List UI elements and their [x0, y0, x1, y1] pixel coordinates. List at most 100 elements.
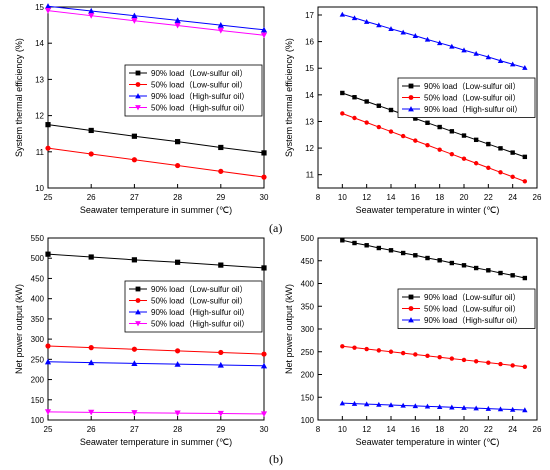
y-tick-label: 200	[31, 376, 45, 385]
data-point	[473, 359, 479, 364]
y-tick-label: 15	[305, 64, 314, 73]
data-point	[436, 40, 443, 46]
data-point	[218, 349, 224, 356]
data-point	[352, 240, 357, 246]
data-point	[498, 270, 503, 276]
legend-marker	[408, 106, 414, 112]
data-point	[376, 22, 382, 28]
legend-marker	[408, 317, 414, 323]
x-axis-label: Seawater temperature in winter (℃)	[356, 205, 500, 215]
plot-frame	[317, 6, 538, 189]
x-axis-label: Seawater temperature in winter (℃)	[356, 437, 500, 447]
y-tick-label: 14	[305, 91, 314, 100]
y-axis-label: System thermal efficiency (%)	[14, 38, 24, 157]
series-line	[342, 13, 525, 69]
legend-box	[397, 288, 536, 329]
data-point	[339, 11, 346, 17]
data-point	[44, 8, 52, 14]
data-point	[413, 253, 418, 258]
data-point	[486, 268, 491, 273]
y-tick-label: 150	[301, 393, 315, 402]
data-point	[497, 406, 504, 412]
legend-marker	[135, 105, 141, 111]
y-axis-label: System thermal efficiency (%)	[284, 38, 294, 157]
y-tick-label: 250	[31, 355, 45, 364]
x-tick-label: 28	[173, 425, 182, 434]
data-point	[436, 404, 443, 410]
data-point	[400, 402, 406, 408]
legend-box	[397, 77, 536, 118]
data-point	[388, 107, 394, 113]
x-tick-label: 26	[87, 193, 96, 202]
data-point	[340, 111, 345, 116]
data-point	[461, 156, 467, 161]
data-point	[261, 174, 267, 180]
data-point	[473, 265, 479, 271]
data-point	[485, 405, 492, 411]
data-point	[509, 61, 516, 67]
data-point	[510, 273, 515, 278]
x-tick-label: 28	[173, 193, 182, 202]
series-line	[47, 411, 265, 415]
data-point	[400, 29, 406, 35]
y-tick-label: 100	[301, 416, 315, 425]
x-tick-label: 30	[260, 425, 269, 434]
data-point	[363, 18, 370, 24]
data-point	[497, 58, 504, 63]
data-point	[44, 409, 52, 416]
data-point	[425, 142, 430, 148]
y-tick-label: 500	[301, 234, 315, 243]
legend: 90% load（Low-sulfur oil） 50% load（Low-sul…	[124, 64, 263, 117]
data-point	[400, 133, 406, 139]
series-line	[342, 402, 525, 411]
series-line	[47, 361, 265, 367]
data-point	[413, 352, 418, 357]
x-axis-label: Seawater temperature in summer (℃)	[80, 205, 232, 215]
x-tick-label: 24	[508, 425, 517, 434]
legend-label: 90% load（High-sulfur oil）	[424, 105, 522, 114]
data-point	[449, 151, 455, 157]
data-point	[413, 116, 418, 121]
legend-label: 50% load（Low-sulfur oil）	[424, 305, 521, 314]
data-point	[217, 361, 224, 368]
data-point	[339, 400, 346, 406]
x-tick-label: 24	[508, 193, 517, 202]
x-tick-label: 22	[484, 193, 493, 202]
data-point	[400, 350, 406, 356]
legend-marker	[408, 294, 414, 300]
data-point	[260, 26, 268, 33]
data-point	[364, 120, 369, 125]
data-point	[486, 165, 491, 170]
legend-box	[124, 280, 263, 333]
data-point	[461, 47, 467, 53]
data-point	[522, 154, 528, 160]
x-tick-label: 14	[387, 193, 396, 202]
data-point	[376, 103, 382, 108]
legend-label: 90% load（Low-sulfur oil）	[424, 82, 521, 91]
data-point	[364, 243, 369, 248]
x-tick-label: 26	[533, 193, 542, 202]
series-line	[47, 345, 265, 355]
legend-marker	[135, 286, 141, 292]
y-tick-label: 500	[31, 254, 45, 263]
data-point	[88, 359, 95, 366]
y-tick-label: 150	[31, 396, 45, 405]
data-point	[510, 150, 515, 155]
data-point	[174, 17, 181, 23]
legend-label: 50% load（Low-sulfur oil）	[424, 94, 521, 103]
legend-marker	[135, 298, 141, 303]
data-point	[388, 129, 394, 134]
data-point	[388, 402, 394, 408]
data-point	[425, 255, 430, 261]
series-line	[47, 5, 265, 31]
data-point	[449, 260, 455, 266]
x-axis-label: Seawater temperature in summer (℃)	[80, 437, 232, 447]
data-point	[88, 127, 94, 134]
data-point	[522, 275, 528, 281]
data-point	[131, 18, 138, 24]
y-tick-label: 11	[36, 148, 45, 157]
y-axis-label: Net power output (kW)	[284, 284, 294, 374]
legend-label: 50% load（High-sulfur oil）	[151, 104, 249, 113]
y-tick-label: 12	[35, 112, 44, 121]
legend-label: 90% load（High-sulfur oil）	[151, 308, 249, 317]
